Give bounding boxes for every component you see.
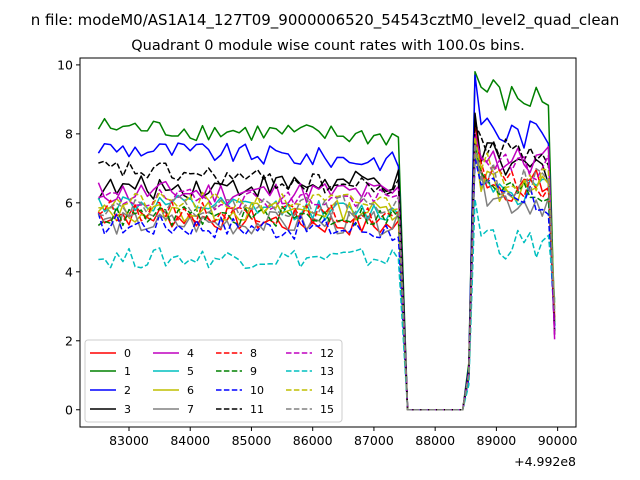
legend-frame xyxy=(84,339,343,423)
legend-label-8: 8 xyxy=(250,347,257,360)
x-axis: 83000 84000 85000 86000 87000 88000 89000 90000 xyxy=(109,427,578,448)
legend-label-14: 14 xyxy=(320,384,334,397)
x-tick-label: 85000 xyxy=(232,433,272,448)
series-line-4 xyxy=(97,133,556,411)
legend-label-15: 15 xyxy=(320,403,334,416)
legend-label-2: 2 xyxy=(124,384,131,397)
chart-title: Quadrant 0 module wise count rates with … xyxy=(131,38,525,54)
series-line-0 xyxy=(97,119,556,411)
series-line-6 xyxy=(97,146,556,411)
legend-label-3: 3 xyxy=(124,403,131,416)
series-line-13 xyxy=(98,198,556,411)
y-tick-label: 6 xyxy=(65,195,73,210)
x-tick-label: 88000 xyxy=(415,433,455,448)
plot-area: 83000 84000 85000 86000 87000 88000 89000 90000… xyxy=(57,57,577,448)
figure-suptitle: n file: modeM0/AS1A14_127T09_9000006520_… xyxy=(31,11,620,30)
x-tick-label: 89000 xyxy=(477,433,517,448)
series-line-2 xyxy=(97,74,556,411)
legend-label-10: 10 xyxy=(250,384,264,397)
y-axis: 0 2 4 6 8 10 xyxy=(57,57,80,417)
y-tick-label: 4 xyxy=(65,264,73,279)
legend-label-13: 13 xyxy=(320,365,334,378)
series-line-12 xyxy=(98,136,556,411)
y-tick-label: 8 xyxy=(65,126,73,141)
axes-frame xyxy=(79,57,577,428)
legend-label-0: 0 xyxy=(124,347,131,360)
legend-label-1: 1 xyxy=(124,365,131,378)
x-tick-label: 84000 xyxy=(170,433,210,448)
series-line-1 xyxy=(97,71,556,411)
legend-label-12: 12 xyxy=(320,347,334,360)
x-tick-label: 86000 xyxy=(293,433,333,448)
y-tick-label: 10 xyxy=(57,57,73,72)
legend-label-4: 4 xyxy=(187,347,194,360)
x-tick-label: 83000 xyxy=(109,433,149,448)
legend-label-7: 7 xyxy=(187,403,194,416)
legend-label-11: 11 xyxy=(250,403,264,416)
legend-label-6: 6 xyxy=(187,384,194,397)
series-group xyxy=(97,71,556,411)
y-tick-label: 2 xyxy=(65,333,73,348)
x-tick-label: 90000 xyxy=(538,433,578,448)
y-tick-label: 0 xyxy=(65,402,73,417)
x-tick-label: 87000 xyxy=(354,433,394,448)
legend-label-9: 9 xyxy=(250,365,257,378)
series-line-15 xyxy=(98,143,556,411)
x-offset-label: +4.992e8 xyxy=(514,454,576,469)
legend-label-5: 5 xyxy=(187,365,194,378)
series-line-14 xyxy=(98,136,556,411)
